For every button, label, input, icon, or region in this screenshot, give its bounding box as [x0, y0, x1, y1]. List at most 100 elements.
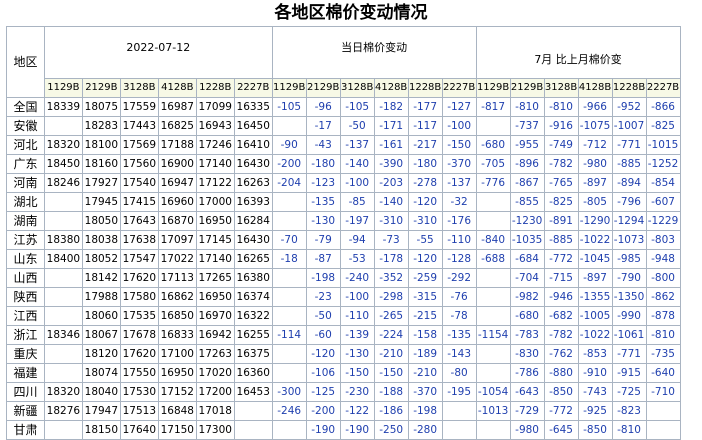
daily-change-cell: -87 — [306, 250, 340, 269]
daily-change-cell: -197 — [340, 212, 374, 231]
daily-change-cell: -182 — [374, 98, 408, 117]
monthly-change-cell: -925 — [578, 402, 612, 421]
daily-change-cell: -50 — [306, 307, 340, 326]
daily-change-cell: -217 — [408, 136, 442, 155]
price-cell: 18320 — [44, 383, 82, 402]
monthly-change-cell — [476, 117, 510, 136]
daily-change-cell: -100 — [340, 174, 374, 193]
header-region: 地区 — [7, 27, 45, 98]
price-cell: 18346 — [44, 326, 82, 345]
blank-column — [680, 27, 702, 440]
daily-change-cell: -139 — [340, 326, 374, 345]
monthly-change-cell — [476, 288, 510, 307]
monthly-change-cell: -737 — [510, 117, 544, 136]
monthly-change-cell: -1005 — [578, 307, 612, 326]
monthly-change-cell — [476, 345, 510, 364]
daily-change-cell: -79 — [306, 231, 340, 250]
daily-change-cell — [272, 307, 306, 326]
price-cell: 18246 — [44, 174, 82, 193]
daily-change-cell: -96 — [306, 98, 340, 117]
daily-change-cell: -240 — [340, 269, 374, 288]
monthly-change-cell: -1022 — [578, 231, 612, 250]
region-cell: 湖南 — [7, 212, 45, 231]
grade-header-daily: 2227B — [442, 79, 476, 98]
price-cell — [44, 307, 82, 326]
monthly-change-cell: -776 — [476, 174, 510, 193]
monthly-change-cell: -643 — [510, 383, 544, 402]
price-cell: 16380 — [234, 269, 272, 288]
monthly-change-cell: -897 — [578, 174, 612, 193]
daily-change-cell: -73 — [374, 231, 408, 250]
daily-change-cell: -300 — [272, 383, 306, 402]
daily-change-cell: -278 — [408, 174, 442, 193]
price-cell: 17415 — [120, 193, 158, 212]
daily-change-cell: -120 — [408, 193, 442, 212]
price-cell: 18060 — [82, 307, 120, 326]
price-cell: 16393 — [234, 193, 272, 212]
price-cell: 17100 — [158, 345, 196, 364]
price-cell: 16335 — [234, 98, 272, 117]
price-cell: 18052 — [82, 250, 120, 269]
daily-change-cell: -125 — [306, 383, 340, 402]
monthly-change-cell: -810 — [544, 98, 578, 117]
grade-header-price: 3128B — [120, 79, 158, 98]
daily-change-cell: -105 — [340, 98, 374, 117]
daily-change-cell: -370 — [442, 155, 476, 174]
monthly-change-cell: -688 — [476, 250, 510, 269]
daily-change-cell — [272, 212, 306, 231]
price-cell: 17300 — [196, 421, 234, 440]
daily-change-cell: -390 — [374, 155, 408, 174]
price-cell: 18075 — [82, 98, 120, 117]
price-cell: 18038 — [82, 231, 120, 250]
daily-change-cell: -76 — [442, 288, 476, 307]
price-cell: 18320 — [44, 136, 82, 155]
grade-header-monthly: 4128B — [578, 79, 612, 98]
monthly-change-cell: -782 — [544, 326, 578, 345]
monthly-change-cell: -910 — [578, 364, 612, 383]
daily-change-cell: -189 — [408, 345, 442, 364]
region-cell: 甘肃 — [7, 421, 45, 440]
region-cell: 福建 — [7, 364, 45, 383]
price-cell: 16284 — [234, 212, 272, 231]
monthly-change-cell: -885 — [544, 231, 578, 250]
daily-change-cell — [272, 117, 306, 136]
monthly-change-cell: -825 — [544, 193, 578, 212]
price-cell: 17678 — [120, 326, 158, 345]
daily-change-cell: -190 — [340, 421, 374, 440]
region-cell: 河北 — [7, 136, 45, 155]
daily-change-cell: -18 — [272, 250, 306, 269]
daily-change-cell: -186 — [374, 402, 408, 421]
price-cell: 18040 — [82, 383, 120, 402]
daily-change-cell: -310 — [374, 212, 408, 231]
grade-header-daily: 3128B — [340, 79, 374, 98]
monthly-change-cell: -896 — [510, 155, 544, 174]
monthly-change-cell: -855 — [510, 193, 544, 212]
grade-header-daily: 2129B — [306, 79, 340, 98]
daily-change-cell — [272, 269, 306, 288]
monthly-change-cell: -1061 — [612, 326, 646, 345]
monthly-change-cell: -607 — [646, 193, 680, 212]
daily-change-cell: -150 — [374, 364, 408, 383]
monthly-change-cell: -1045 — [578, 250, 612, 269]
daily-change-cell: -123 — [306, 174, 340, 193]
monthly-change-cell: -982 — [510, 288, 544, 307]
price-cell: 17020 — [196, 364, 234, 383]
daily-change-cell: -85 — [340, 193, 374, 212]
daily-change-cell: -352 — [374, 269, 408, 288]
daily-change-cell: -135 — [306, 193, 340, 212]
price-cell: 16942 — [196, 326, 234, 345]
price-cell: 16943 — [196, 117, 234, 136]
daily-change-cell: -298 — [374, 288, 408, 307]
price-cell: 16825 — [158, 117, 196, 136]
monthly-change-cell: -952 — [612, 98, 646, 117]
daily-change-cell: -158 — [408, 326, 442, 345]
price-cell: 17097 — [158, 231, 196, 250]
monthly-change-cell: -980 — [578, 155, 612, 174]
price-cell: 18160 — [82, 155, 120, 174]
daily-change-cell — [272, 421, 306, 440]
monthly-change-cell: -782 — [544, 155, 578, 174]
price-cell: 18067 — [82, 326, 120, 345]
